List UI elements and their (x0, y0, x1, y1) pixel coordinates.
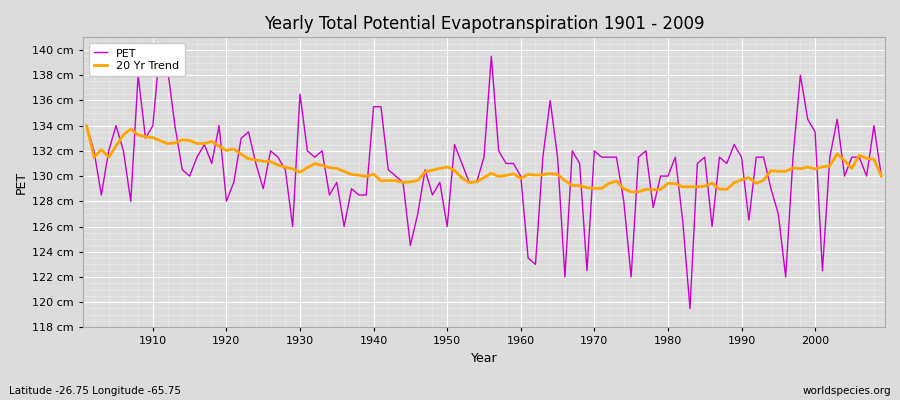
PET (876, 174, 886, 178)
20 Yr Trend (346, 172, 357, 177)
20 Yr Trend (81, 123, 92, 128)
Legend: PET, 20 Yr Trend: PET, 20 Yr Trend (88, 43, 185, 76)
20 Yr Trend (140, 134, 151, 139)
20 Yr Trend (604, 181, 615, 186)
20 Yr Trend (876, 174, 886, 178)
PET (611, 155, 622, 160)
X-axis label: Year: Year (471, 352, 498, 365)
PET (81, 123, 92, 128)
PET (140, 136, 151, 141)
Text: worldspecies.org: worldspecies.org (803, 386, 891, 396)
Y-axis label: PET: PET (15, 171, 28, 194)
Line: 20 Yr Trend: 20 Yr Trend (86, 126, 881, 192)
PET (310, 155, 320, 160)
PET (155, 41, 166, 46)
20 Yr Trend (516, 176, 526, 181)
PET (685, 306, 696, 311)
Text: Latitude -26.75 Longitude -65.75: Latitude -26.75 Longitude -65.75 (9, 386, 181, 396)
Title: Yearly Total Potential Evapotranspiration 1901 - 2009: Yearly Total Potential Evapotranspiratio… (264, 15, 704, 33)
20 Yr Trend (508, 172, 518, 176)
PET (523, 256, 534, 260)
20 Yr Trend (302, 165, 313, 170)
PET (516, 174, 526, 178)
Line: PET: PET (86, 44, 881, 308)
PET (354, 192, 364, 197)
20 Yr Trend (626, 190, 636, 194)
